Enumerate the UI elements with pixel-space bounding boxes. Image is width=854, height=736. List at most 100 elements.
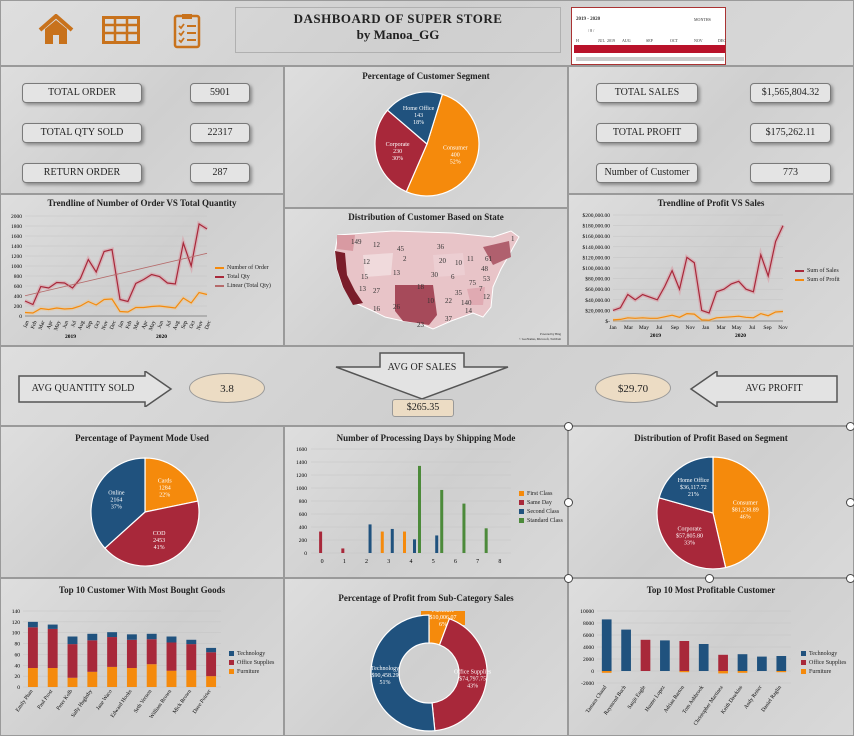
y-tick: $60,000.00 [585, 286, 610, 293]
x-tick: Nov [686, 325, 696, 331]
timeline-month[interactable]: OCT [670, 38, 678, 43]
timeline-slicer[interactable]: 2019 - 2020 MONTHS / 8 / 2019 H JUL AUG SE… [571, 7, 726, 65]
total-sales-value: $1,565,804.32 [750, 83, 831, 103]
y-tick: 800 [299, 499, 308, 505]
data-label: Home Office [403, 105, 435, 112]
resize-handle-br[interactable] [846, 574, 854, 583]
home-icon[interactable] [38, 14, 74, 46]
y-tick: 1000 [11, 264, 22, 270]
y-tick: 6000 [583, 633, 594, 639]
map-state-label: 12 [363, 258, 370, 266]
bar-segment [186, 644, 197, 671]
top-goods-panel: Top 10 Customer With Most Bought Goods 1… [0, 578, 284, 736]
bar-segment [186, 670, 197, 687]
avg-profit-label: AVG PROFIT [745, 383, 803, 394]
bar-segment [640, 639, 651, 671]
bar-segment [126, 639, 137, 668]
total-sales-label: TOTAL SALES [596, 83, 698, 103]
bar-segment [166, 642, 177, 671]
y-tick: $100,000.00 [583, 265, 611, 272]
checklist-icon[interactable] [173, 13, 201, 49]
map-state-label: 10 [427, 297, 434, 305]
bar-segment [166, 670, 177, 687]
map-footer: Powered by Bing [540, 332, 561, 336]
trendline [24, 252, 208, 297]
map-state-label: 22 [445, 297, 452, 305]
profit-trend-title: Trendline of Profit VS Sales [657, 198, 765, 208]
x-tick: Jane Waco [95, 689, 113, 712]
shipping-title: Number of Processing Days by Shipping Mo… [336, 433, 516, 443]
bar-segment [166, 636, 177, 643]
y-tick: $40,000.00 [585, 297, 610, 304]
x-tick: May [639, 325, 649, 331]
y-tick: $200,000.00 [583, 212, 611, 219]
total-order-label: TOTAL ORDER [22, 83, 142, 103]
timeline-month[interactable]: AUG [622, 38, 631, 43]
bar-segment [660, 640, 670, 671]
resize-handle-bm[interactable] [705, 574, 714, 583]
legend-technology-2: Technology [801, 650, 846, 659]
x-tick: Peter Kolb [56, 689, 75, 712]
legend-furniture-2: Furniture [801, 668, 846, 677]
legend-furniture: Furniture [229, 668, 274, 677]
x-tick: Mar [717, 325, 726, 331]
data-label: $81,238.89 [732, 506, 759, 513]
bar-segment [757, 656, 767, 671]
data-label: $57,805.80 [676, 532, 703, 539]
bar-segment [47, 624, 58, 629]
x-tick: Jul [70, 320, 78, 329]
pie-slice [658, 456, 714, 514]
x-tick: Feb [125, 320, 134, 330]
data-label: 6% [439, 622, 447, 628]
data-label: Online [108, 490, 125, 496]
resize-handle-mr[interactable] [846, 498, 854, 507]
timeline-month[interactable]: JUL [598, 38, 605, 43]
bar-segment [146, 633, 157, 640]
resize-handle-tr[interactable] [846, 422, 854, 431]
data-label: Office Supplies [454, 669, 491, 676]
resize-handle-bl[interactable] [564, 574, 573, 583]
y-tick: 600 [299, 512, 308, 518]
resize-handle-ml[interactable] [564, 498, 573, 507]
y-tick: 20 [15, 674, 21, 680]
map-state-label: 48 [481, 265, 488, 273]
timeline-month[interactable]: DEC [718, 38, 726, 43]
bar-segment [679, 641, 690, 671]
x-tick: Edward Hooks [110, 689, 134, 719]
x-tick: Sep [85, 320, 94, 330]
map-state-label: 12 [483, 293, 490, 301]
map-state-label: 75 [469, 279, 476, 287]
x-tick: Sally Hughsby [70, 689, 94, 719]
data-label: 33% [684, 540, 695, 546]
map-state-label: 1 [511, 235, 515, 243]
x-tick: Jan [22, 320, 30, 329]
x-tick: Mar [38, 320, 47, 331]
y-tick: 40 [15, 663, 21, 669]
resize-handle-tl[interactable] [564, 422, 573, 431]
legend-orders: Number of Order [215, 264, 271, 273]
data-label: 37% [111, 504, 122, 510]
timeline-bar[interactable] [574, 45, 725, 53]
y-tick: $160,000.00 [583, 233, 611, 240]
y-tick: 0 [304, 551, 307, 557]
table-icon[interactable] [102, 16, 140, 44]
y-tick: 2000 [11, 214, 22, 220]
data-label: 18% [413, 120, 424, 126]
data-label: Furniture [432, 611, 455, 614]
y-tick: 1200 [296, 473, 307, 479]
x-tick: Mar [133, 320, 142, 331]
timeline-month[interactable]: SEP [646, 38, 653, 43]
profit-segment-title: Distribution of Profit Based on Segment [634, 433, 788, 443]
x-tick: Jun [62, 320, 70, 329]
timeline-month[interactable]: NOV [694, 38, 703, 43]
customer-segment-panel: Percentage of Customer Segment Consumer 4… [284, 66, 568, 208]
y-tick: 2000 [583, 657, 594, 663]
x-tick: Aug [77, 320, 86, 331]
data-label: COD [153, 531, 166, 537]
timeline-scrollbar[interactable] [576, 57, 724, 61]
x-tick: Mick Brown [172, 689, 193, 716]
x-tick: Feb [30, 320, 39, 330]
map-state-label: 14 [465, 307, 472, 315]
bar-segment [146, 664, 157, 687]
